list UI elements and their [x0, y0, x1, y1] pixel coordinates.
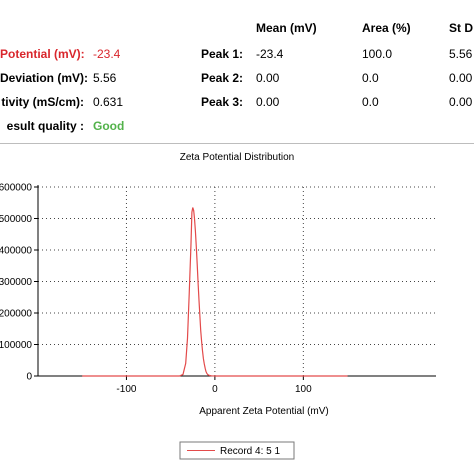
- peak-1-mean: -23.4: [256, 47, 284, 61]
- zeta-potential-value: -23.4: [93, 47, 121, 61]
- series-line: [82, 207, 348, 377]
- peak-2-area: 0.0: [362, 71, 379, 85]
- x-axis-label: Apparent Zeta Potential (mV): [199, 406, 329, 417]
- legend-box: [179, 441, 295, 460]
- peak-3-area: 0.0: [362, 95, 379, 109]
- chart-grid: [38, 186, 436, 376]
- y-axis-ticks: 0 100000 200000 300000 400000 500000 600000: [0, 183, 38, 383]
- peak-1-stdev: 5.56: [449, 47, 473, 61]
- peak-2-mean: 0.00: [256, 71, 280, 85]
- peak-1-area: 100.0: [362, 47, 393, 61]
- header-mean: Mean (mV): [256, 21, 317, 35]
- chart-title: Zeta Potential Distribution: [180, 152, 295, 163]
- panel-divider: [0, 143, 474, 144]
- y-tick-label: 200000: [0, 309, 32, 320]
- x-tick-label: -100: [116, 384, 136, 395]
- peak-3-label: Peak 3:: [201, 95, 244, 109]
- zeta-potential-label: Potential (mV):: [0, 47, 85, 61]
- result-quality-label: esult quality :: [6, 119, 84, 133]
- legend-label: Record 4: 5 1: [220, 446, 280, 457]
- y-tick-label: 100000: [0, 340, 32, 351]
- conductivity-label: tivity (mS/cm):: [1, 95, 84, 109]
- zeta-potential-chart: Zeta Potential Distribution 0 100000 20000…: [0, 152, 436, 460]
- result-quality-value: Good: [93, 119, 125, 133]
- peak-2-label: Peak 2:: [201, 71, 244, 85]
- chart-legend: Record 4: 5 1: [179, 441, 295, 460]
- deviation-label: Deviation (mV):: [0, 71, 89, 85]
- deviation-value: 5.56: [93, 71, 117, 85]
- y-tick-label: 300000: [0, 277, 32, 288]
- header-area: Area (%): [362, 21, 411, 35]
- chart-series: [82, 207, 348, 377]
- x-tick-label: 100: [295, 384, 312, 395]
- y-tick-label: 400000: [0, 246, 32, 257]
- results-panel: Mean (mV) Area (%) St D Potential (mV): …: [0, 0, 474, 140]
- header-stdev: St D: [449, 21, 473, 35]
- x-axis-ticks: -100 0 100: [116, 376, 312, 395]
- y-tick-label: 500000: [0, 214, 32, 225]
- peak-2-stdev: 0.00: [449, 71, 473, 85]
- peak-3-stdev: 0.00: [449, 95, 473, 109]
- y-tick-label: 600000: [0, 183, 32, 194]
- peak-3-mean: 0.00: [256, 95, 280, 109]
- peak-1-label: Peak 1:: [201, 47, 244, 61]
- x-tick-label: 0: [212, 384, 218, 395]
- conductivity-value: 0.631: [93, 95, 124, 109]
- y-tick-label: 0: [26, 372, 32, 383]
- chart-axes: [37, 185, 436, 377]
